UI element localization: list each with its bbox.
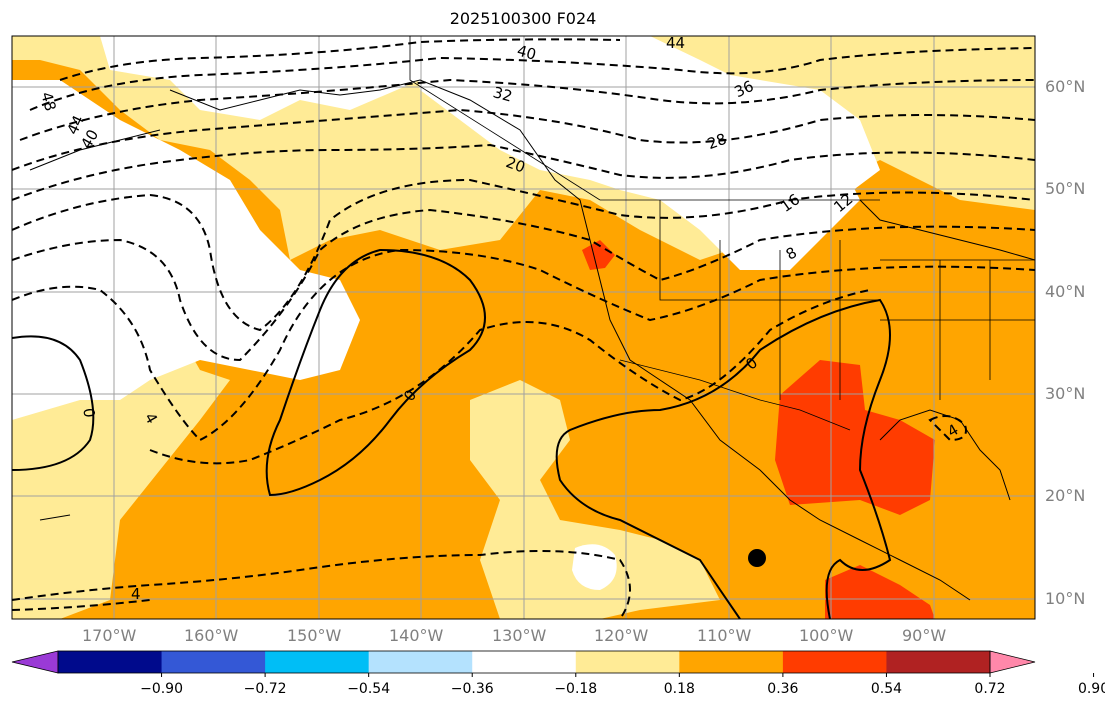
map-frame [11, 35, 1036, 620]
contour-label: 28 [705, 130, 729, 153]
colorbar-swatch [782, 651, 887, 673]
lon-label: 90°W [902, 626, 947, 645]
lat-label: 30°N [1045, 384, 1086, 403]
colorbar-swatch [58, 651, 163, 673]
colorbar-swatch [575, 651, 680, 673]
contour-label: 40 [515, 41, 538, 63]
contour-label: 20 [504, 153, 528, 176]
colorbar-tick-label: 0.18 [663, 681, 695, 697]
lon-label: 130°W [492, 626, 547, 645]
shade-red-oregon [582, 240, 615, 270]
marker-dot [748, 549, 766, 567]
contour-label: 48 [37, 90, 59, 113]
lat-label: 10°N [1045, 589, 1086, 608]
colorbar-swatch [161, 651, 266, 673]
lon-label: 160°W [184, 626, 239, 645]
lat-label: 50°N [1045, 179, 1086, 198]
shade-white-island [572, 544, 617, 590]
chart-title: 2025100300 F024 [449, 9, 597, 28]
colorbar-extend-high [989, 650, 1036, 674]
solid-contours [12, 248, 892, 619]
colorbar-tick-label: −0.18 [554, 681, 598, 697]
lat-label: 40°N [1045, 282, 1086, 301]
shade-white-canada [410, 36, 860, 270]
colorbar-tick-label: −0.90 [140, 681, 183, 697]
lon-label: 110°W [697, 626, 752, 645]
shade-red-mexico [775, 360, 935, 515]
colorbar-extend-low [11, 650, 59, 674]
lon-label: 120°W [594, 626, 649, 645]
colorbar-swatch [368, 651, 473, 673]
map-panel [12, 36, 1035, 619]
shade-light-mid [470, 380, 720, 619]
lon-label: 150°W [287, 626, 342, 645]
lat-label: 20°N [1045, 486, 1086, 505]
shade-red-south [825, 565, 935, 619]
contour-label: 32 [491, 83, 514, 105]
colorbar-tick-label: 0.90 [1077, 681, 1105, 697]
colorbar-tick-label: 0.36 [767, 681, 799, 697]
colorbar-tick-label: −0.72 [243, 681, 287, 697]
gridlines [12, 36, 1035, 619]
colorbar-swatch [265, 651, 370, 673]
colorbar-swatch [886, 651, 991, 673]
shade-white-pacific [12, 80, 360, 420]
dashed-contours [12, 38, 1035, 619]
colorbar-tick-label: 0.72 [974, 681, 1006, 697]
contour-label: 4 [131, 585, 141, 603]
colorbar-tick-label: 0.54 [870, 681, 903, 697]
lat-label: 60°N [1045, 77, 1086, 96]
lon-label: 170°W [82, 626, 137, 645]
colorbar [11, 650, 1095, 677]
contour-label: 44 [666, 34, 685, 52]
contour-label: 0 [80, 407, 99, 418]
colorbar-tick-label: −0.54 [347, 681, 391, 697]
lon-label: 140°W [389, 626, 444, 645]
colorbar-swatch [679, 651, 784, 673]
lon-label: 100°W [799, 626, 854, 645]
colorbar-tick-label: −0.36 [450, 681, 494, 697]
colorbar-frame [57, 650, 991, 674]
colorbar-swatch [472, 651, 577, 673]
